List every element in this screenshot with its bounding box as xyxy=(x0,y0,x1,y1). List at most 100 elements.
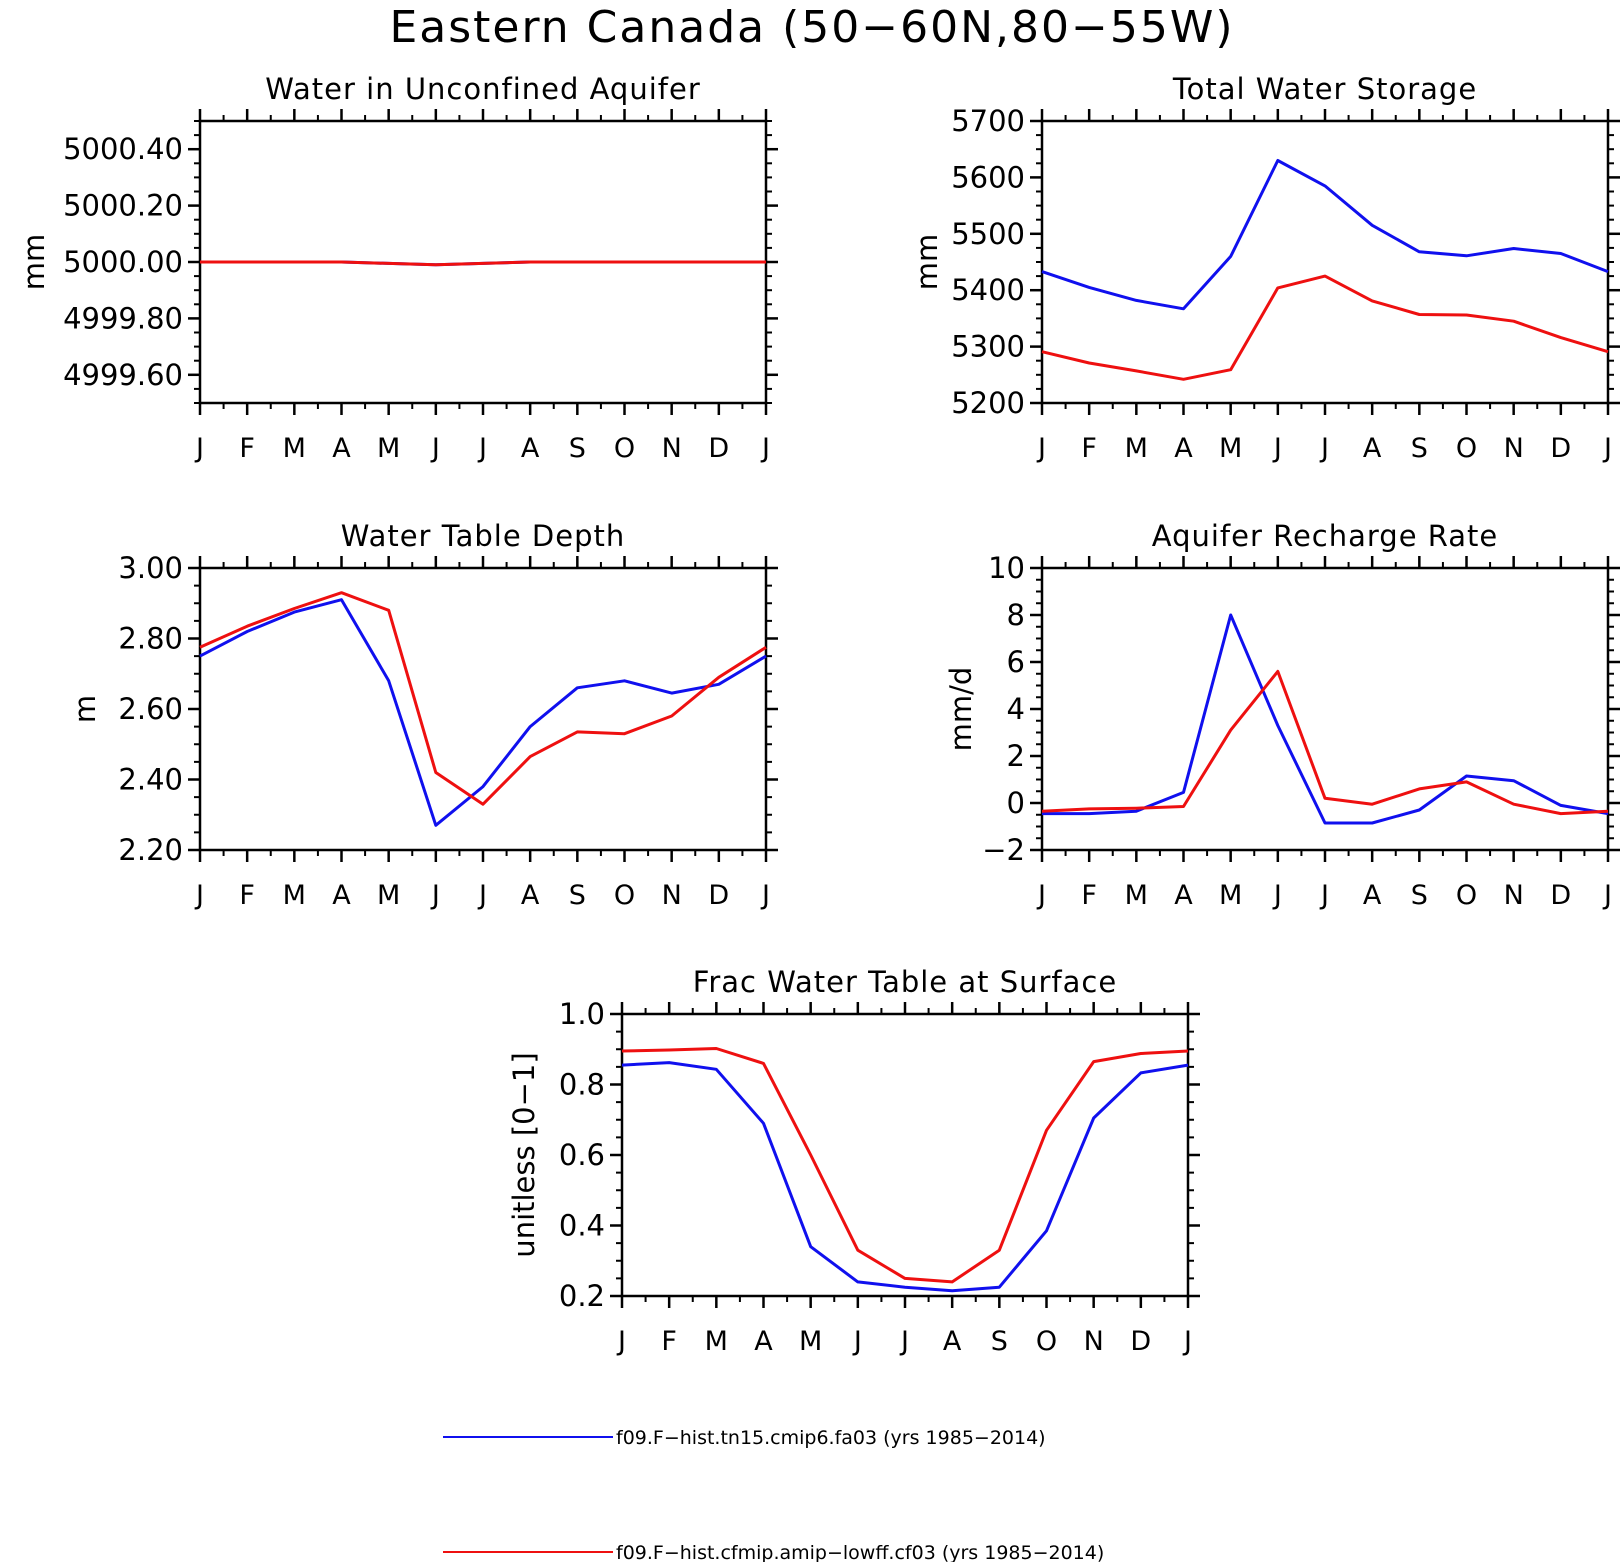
series-line-1 xyxy=(1041,159,1609,311)
x-tick-label: A xyxy=(1174,880,1193,911)
x-tick-label: M xyxy=(1219,880,1242,911)
y-axis-label: mm xyxy=(17,234,51,291)
chart-title: Total Water Storage xyxy=(1172,72,1477,106)
legend-label-series-1: f09.F−hist.tn15.cmip6.fa03 (yrs 1985−201… xyxy=(616,1427,1046,1449)
y-tick-label: 0.2 xyxy=(559,1279,605,1313)
series-line-1 xyxy=(621,1061,1189,1293)
x-tick-label: F xyxy=(1081,433,1097,464)
chart-title: Water in Unconfined Aquifer xyxy=(265,72,701,106)
x-tick-label: J xyxy=(1182,1326,1192,1357)
x-tick-label: A xyxy=(1363,433,1382,464)
series-line-2 xyxy=(1041,669,1609,816)
y-tick-label: −2 xyxy=(982,833,1025,867)
y-tick-label: 8 xyxy=(1007,598,1025,632)
x-tick-label: J xyxy=(852,1326,862,1357)
x-tick-label: J xyxy=(194,880,204,911)
x-tick-label: S xyxy=(991,1326,1008,1357)
y-tick-label: 5200 xyxy=(951,386,1025,420)
y-axis-label: mm xyxy=(910,234,944,291)
x-tick-label: D xyxy=(708,880,729,911)
x-tick-label: M xyxy=(1219,433,1242,464)
y-tick-label: 5400 xyxy=(951,273,1025,307)
series-line-1 xyxy=(199,598,767,827)
x-tick-label: A xyxy=(332,880,351,911)
y-tick-label: 0.4 xyxy=(559,1209,605,1243)
y-tick-label: 0.6 xyxy=(559,1138,605,1172)
x-tick-label: A xyxy=(943,1326,962,1357)
x-tick-label: O xyxy=(614,433,635,464)
y-tick-label: 6 xyxy=(1007,645,1025,679)
y-tick-label: 0.8 xyxy=(559,1068,605,1102)
x-tick-label: N xyxy=(1504,880,1524,911)
series-line-2 xyxy=(199,591,767,806)
x-tick-label: J xyxy=(760,433,770,464)
plot-frame xyxy=(620,1012,1190,1298)
x-tick-label: S xyxy=(569,433,586,464)
x-tick-label: S xyxy=(1411,880,1428,911)
y-axis-label: m xyxy=(68,695,102,723)
y-tick-label: 2.20 xyxy=(118,833,183,867)
x-tick-label: A xyxy=(521,880,540,911)
y-tick-label: 10 xyxy=(988,551,1025,585)
y-axis-label: unitless [0−1] xyxy=(507,1052,541,1257)
x-tick-label: M xyxy=(705,1326,728,1357)
x-tick-label: M xyxy=(377,880,400,911)
x-tick-label: S xyxy=(569,880,586,911)
legend: f09.F−hist.tn15.cmip6.fa03 (yrs 1985−201… xyxy=(443,1427,1104,1562)
x-tick-label: J xyxy=(477,433,487,464)
x-tick-label: J xyxy=(1272,433,1282,464)
x-tick-label: A xyxy=(332,433,351,464)
y-tick-label: 5000.00 xyxy=(63,245,183,279)
chart-title: Water Table Depth xyxy=(341,519,626,553)
x-tick-label: D xyxy=(1550,433,1571,464)
plot-frame xyxy=(1040,119,1610,405)
x-tick-label: J xyxy=(194,433,204,464)
y-tick-label: 2.60 xyxy=(118,692,183,726)
y-tick-label: 2.80 xyxy=(118,622,183,656)
x-tick-label: F xyxy=(239,880,255,911)
x-tick-label: N xyxy=(1084,1326,1104,1357)
series-line-2 xyxy=(200,260,766,267)
x-tick-label: O xyxy=(614,880,635,911)
x-tick-label: N xyxy=(662,880,682,911)
figure-title: Eastern Canada (50−60N,80−55W) xyxy=(389,2,1234,53)
x-tick-label: J xyxy=(430,880,440,911)
x-tick-label: J xyxy=(477,880,487,911)
x-tick-label: A xyxy=(754,1326,773,1357)
y-tick-label: 5500 xyxy=(951,217,1025,251)
y-tick-label: 0 xyxy=(1007,786,1025,820)
y-tick-label: 5700 xyxy=(951,104,1025,138)
x-tick-label: M xyxy=(799,1326,822,1357)
y-tick-label: 4999.60 xyxy=(63,358,183,392)
x-tick-label: J xyxy=(1272,880,1282,911)
x-tick-label: S xyxy=(1411,433,1428,464)
y-tick-label: 4 xyxy=(1007,692,1025,726)
y-tick-label: 5000.20 xyxy=(63,189,183,223)
x-tick-label: M xyxy=(1125,880,1148,911)
x-tick-label: F xyxy=(1081,880,1097,911)
x-tick-label: J xyxy=(1319,433,1329,464)
y-tick-label: 2 xyxy=(1007,739,1025,773)
x-tick-label: M xyxy=(1125,433,1148,464)
chart-title: Frac Water Table at Surface xyxy=(693,965,1117,999)
x-tick-label: J xyxy=(1319,880,1329,911)
x-tick-label: A xyxy=(1174,433,1193,464)
chart-title: Aquifer Recharge Rate xyxy=(1152,519,1499,553)
x-tick-label: O xyxy=(1456,433,1477,464)
x-tick-label: J xyxy=(1036,433,1046,464)
y-axis-label: mm/d xyxy=(944,667,978,752)
x-tick-label: N xyxy=(1504,433,1524,464)
y-tick-label: 5000.40 xyxy=(63,132,183,166)
x-tick-label: J xyxy=(760,880,770,911)
legend-label-series-2: f09.F−hist.cfmip.amip−lowff.cf03 (yrs 19… xyxy=(616,1542,1104,1562)
x-tick-label: J xyxy=(1602,880,1612,911)
series-line-1 xyxy=(1042,613,1609,825)
x-tick-label: J xyxy=(1602,433,1612,464)
x-tick-label: M xyxy=(283,433,306,464)
y-tick-label: 3.00 xyxy=(118,551,183,585)
x-tick-label: A xyxy=(521,433,540,464)
series-line-2 xyxy=(1041,274,1609,381)
chart-panels: J F M A M J J A S O N D J4999.604999.805000.005000.2… xyxy=(17,72,1620,1357)
